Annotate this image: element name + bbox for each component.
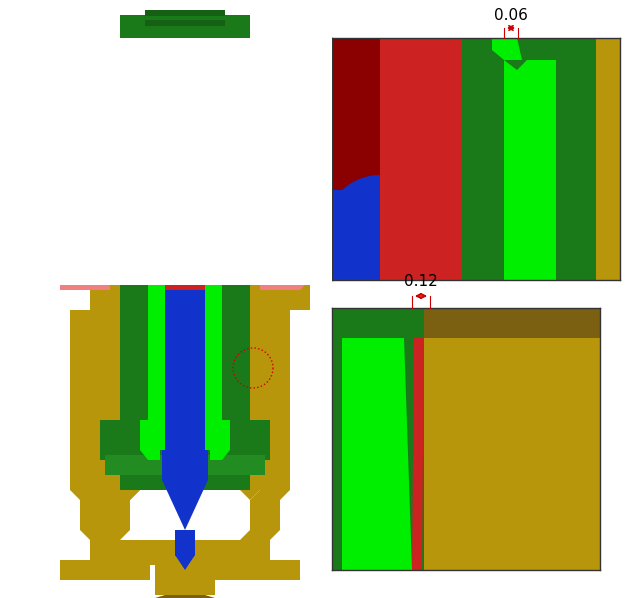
Bar	[0, 38, 332, 285]
Polygon shape	[404, 338, 424, 570]
Polygon shape	[230, 270, 280, 310]
Bar	[145, 52, 225, 57]
Bar	[155, 120, 165, 450]
Polygon shape	[162, 60, 208, 400]
Polygon shape	[270, 100, 310, 112]
Bar	[332, 38, 380, 280]
Polygon shape	[162, 400, 208, 530]
Polygon shape	[210, 100, 310, 580]
Polygon shape	[250, 95, 310, 105]
Polygon shape	[412, 338, 424, 570]
Bar	[504, 60, 556, 280]
Polygon shape	[20, 95, 90, 105]
Polygon shape	[332, 220, 380, 280]
Bar	[332, 308, 600, 570]
Bar	[148, 140, 164, 450]
Polygon shape	[120, 110, 250, 490]
Polygon shape	[100, 420, 270, 460]
Bar	[332, 308, 600, 338]
Polygon shape	[60, 100, 90, 112]
Bar	[556, 38, 596, 280]
Polygon shape	[492, 38, 522, 60]
Bar	[462, 38, 504, 280]
Polygon shape	[90, 270, 140, 310]
Polygon shape	[332, 190, 380, 280]
Bar	[145, 42, 225, 47]
Bar	[332, 38, 462, 280]
Polygon shape	[155, 580, 215, 595]
Polygon shape	[110, 310, 140, 500]
Polygon shape	[60, 110, 125, 290]
Polygon shape	[155, 595, 215, 598]
Polygon shape	[235, 110, 310, 290]
Bar	[205, 120, 215, 450]
Text: 0.12: 0.12	[404, 274, 438, 289]
Polygon shape	[210, 420, 230, 460]
Polygon shape	[168, 55, 202, 65]
Polygon shape	[342, 338, 412, 570]
Polygon shape	[130, 35, 240, 55]
Polygon shape	[332, 308, 424, 338]
Text: 0.06: 0.06	[494, 8, 528, 23]
Polygon shape	[230, 310, 260, 500]
Polygon shape	[140, 420, 160, 460]
Polygon shape	[175, 530, 195, 565]
Polygon shape	[145, 10, 225, 40]
Polygon shape	[462, 38, 556, 70]
Polygon shape	[175, 555, 195, 570]
Polygon shape	[105, 455, 265, 475]
Bar	[206, 140, 222, 450]
Polygon shape	[120, 540, 250, 580]
Polygon shape	[332, 218, 380, 280]
Bar	[145, 10, 225, 16]
Polygon shape	[332, 338, 424, 570]
Polygon shape	[20, 100, 150, 580]
Polygon shape	[332, 175, 380, 280]
Polygon shape	[162, 290, 208, 400]
Polygon shape	[120, 15, 250, 110]
Bar	[380, 38, 462, 280]
Bar	[332, 38, 620, 280]
Bar	[145, 20, 225, 26]
Polygon shape	[162, 460, 208, 510]
